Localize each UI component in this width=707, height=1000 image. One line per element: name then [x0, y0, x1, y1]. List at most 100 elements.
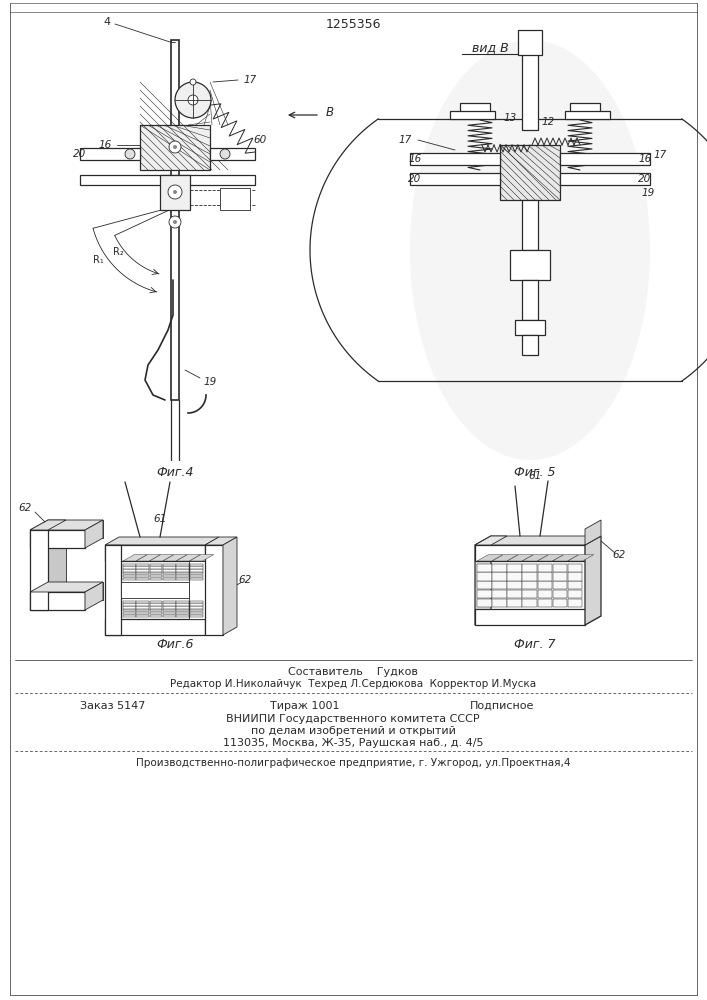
Polygon shape: [48, 582, 103, 600]
Bar: [136, 606, 149, 608]
Text: 20: 20: [638, 174, 652, 184]
Polygon shape: [585, 520, 601, 545]
Bar: [123, 569, 136, 572]
Bar: [189, 566, 202, 569]
Bar: [568, 599, 583, 607]
Bar: [508, 581, 522, 589]
Bar: [492, 572, 507, 581]
Text: Составитель    Гудков: Составитель Гудков: [288, 667, 418, 677]
Polygon shape: [477, 555, 503, 561]
Bar: [123, 615, 136, 617]
Bar: [80, 148, 140, 160]
Circle shape: [173, 190, 177, 194]
Text: 62: 62: [18, 503, 32, 513]
Polygon shape: [568, 555, 594, 561]
Bar: [189, 572, 202, 574]
Bar: [163, 564, 176, 566]
Bar: [123, 606, 136, 608]
Bar: [537, 581, 552, 589]
Circle shape: [173, 220, 177, 224]
Bar: [123, 603, 136, 606]
Bar: [176, 603, 189, 606]
Bar: [189, 575, 202, 577]
Bar: [176, 564, 189, 566]
Ellipse shape: [410, 40, 650, 460]
Bar: [150, 569, 163, 572]
Text: 17: 17: [243, 75, 257, 85]
Bar: [189, 564, 202, 566]
Text: 60: 60: [253, 135, 267, 145]
Bar: [176, 612, 189, 614]
Bar: [560, 153, 650, 165]
Polygon shape: [48, 520, 103, 538]
Bar: [123, 566, 136, 569]
Bar: [136, 575, 149, 577]
Bar: [189, 600, 202, 603]
Polygon shape: [30, 592, 85, 610]
Polygon shape: [537, 555, 563, 561]
Bar: [123, 572, 136, 574]
Bar: [173, 40, 177, 400]
Bar: [477, 581, 491, 589]
Polygon shape: [105, 619, 205, 635]
Bar: [565, 111, 610, 119]
Bar: [477, 572, 491, 581]
Bar: [163, 609, 176, 611]
Bar: [477, 599, 491, 607]
Text: вид В: вид В: [472, 41, 508, 54]
Polygon shape: [105, 537, 219, 545]
Text: 19: 19: [204, 377, 216, 387]
Bar: [560, 173, 650, 185]
Text: 19: 19: [641, 188, 655, 198]
Text: Тираж 1001: Тираж 1001: [270, 701, 339, 711]
Bar: [189, 578, 202, 580]
Polygon shape: [205, 545, 223, 635]
Bar: [176, 566, 189, 569]
Text: 20: 20: [74, 149, 87, 159]
Bar: [553, 572, 567, 581]
Bar: [518, 30, 542, 55]
Text: 62: 62: [238, 575, 252, 585]
Bar: [522, 572, 537, 581]
Circle shape: [168, 185, 182, 199]
Bar: [163, 566, 176, 569]
Polygon shape: [475, 616, 601, 625]
Bar: [176, 609, 189, 611]
Bar: [189, 603, 202, 606]
Polygon shape: [475, 536, 507, 545]
Bar: [508, 572, 522, 581]
Bar: [570, 103, 600, 115]
Bar: [220, 188, 250, 210]
Bar: [136, 572, 149, 574]
Polygon shape: [475, 545, 585, 561]
Text: 17: 17: [653, 150, 667, 160]
Text: 4: 4: [103, 17, 110, 27]
Bar: [123, 612, 136, 614]
Bar: [522, 599, 537, 607]
Bar: [160, 175, 190, 210]
Polygon shape: [176, 555, 200, 561]
Text: 17: 17: [398, 135, 411, 145]
Polygon shape: [223, 537, 237, 635]
Text: R₂: R₂: [112, 247, 123, 257]
Bar: [136, 566, 149, 569]
Bar: [123, 578, 136, 580]
Bar: [522, 564, 537, 572]
Circle shape: [190, 79, 196, 85]
Text: R₁: R₁: [93, 255, 103, 265]
Text: 13: 13: [503, 113, 517, 123]
Polygon shape: [105, 545, 121, 635]
Text: Фиг. 7: Фиг. 7: [514, 639, 556, 652]
Text: 113035, Москва, Ж-35, Раушская наб., д. 4/5: 113035, Москва, Ж-35, Раушская наб., д. …: [223, 738, 484, 748]
Text: 18: 18: [433, 155, 447, 165]
Bar: [553, 581, 567, 589]
Bar: [163, 600, 176, 603]
Bar: [492, 599, 507, 607]
Bar: [460, 103, 490, 115]
Bar: [150, 615, 163, 617]
Bar: [522, 335, 538, 355]
Bar: [150, 609, 163, 611]
Bar: [163, 572, 176, 574]
Bar: [150, 564, 163, 566]
Polygon shape: [475, 536, 601, 545]
